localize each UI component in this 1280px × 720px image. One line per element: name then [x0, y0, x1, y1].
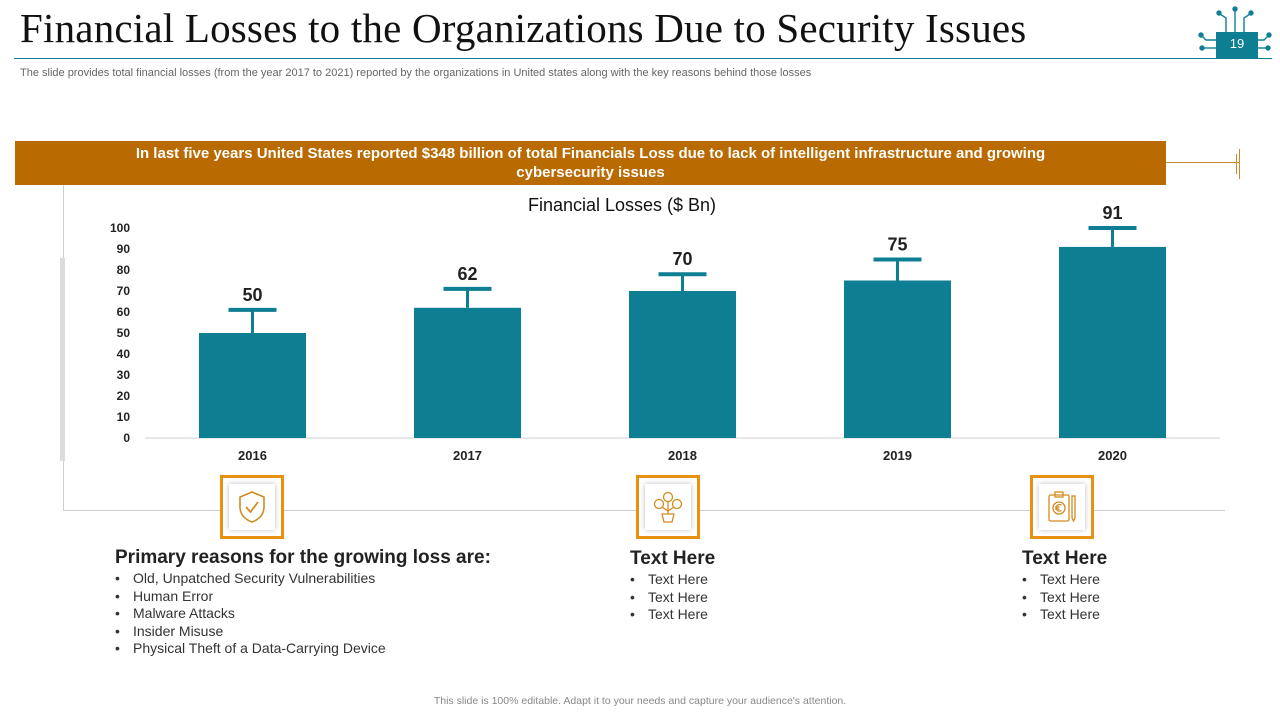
- money-plant-icon: [653, 491, 683, 523]
- y-tick-label: 90: [117, 242, 131, 256]
- slide-title: Financial Losses to the Organizations Du…: [20, 5, 1027, 51]
- list-item: Text Here: [630, 571, 708, 589]
- section-2-list: Text Here Text Here Text Here: [630, 571, 708, 624]
- frame-accent-bar: [60, 258, 65, 461]
- section-1-heading: Primary reasons for the growing loss are…: [115, 547, 491, 568]
- list-item: Text Here: [630, 606, 708, 624]
- data-label-2017: 62: [457, 264, 477, 284]
- section-1-list: Old, Unpatched Security Vulnerabilities …: [115, 570, 386, 658]
- bar-2018: [629, 291, 736, 438]
- summary-banner-text: In last five years United States reporte…: [135, 145, 1046, 181]
- y-tick-label: 80: [117, 263, 131, 277]
- section-2-icon-box: [636, 475, 700, 539]
- list-item: Physical Theft of a Data-Carrying Device: [115, 640, 386, 658]
- financial-losses-chart: Financial Losses ($ Bn) 0 10 20 30 40 50 60 70 80…: [110, 195, 1220, 463]
- shield-check-icon: [239, 491, 265, 523]
- y-tick-label: 10: [117, 410, 131, 424]
- section-3-icon-box: [1030, 475, 1094, 539]
- y-tick-label: 70: [117, 284, 131, 298]
- bar-2019: [844, 280, 951, 438]
- y-tick-label: 30: [117, 368, 131, 382]
- bar-2020: [1059, 246, 1166, 438]
- list-item: Malware Attacks: [115, 605, 386, 623]
- y-tick-label: 0: [123, 431, 130, 445]
- circuit-icon: [1198, 6, 1272, 51]
- chart-title: Financial Losses ($ Bn): [528, 195, 716, 215]
- x-tick-label: 2020: [1098, 448, 1127, 463]
- slide-subtitle: The slide provides total financial losse…: [20, 67, 812, 79]
- section-1-icon-box: [220, 475, 284, 539]
- banner-connector-line: [1166, 162, 1240, 163]
- x-tick-label: 2017: [453, 448, 482, 463]
- data-label-2018: 70: [672, 249, 692, 269]
- page-number-badge: 19: [1216, 32, 1258, 58]
- y-tick-label: 100: [110, 221, 130, 235]
- list-item: Insider Misuse: [115, 623, 386, 641]
- section-2-heading: Text Here: [630, 548, 716, 569]
- list-item: Text Here: [1022, 606, 1100, 624]
- list-item: Old, Unpatched Security Vulnerabilities: [115, 570, 386, 588]
- list-item: Human Error: [115, 588, 386, 606]
- section-3-heading: Text Here: [1022, 548, 1108, 569]
- y-tick-label: 60: [117, 305, 131, 319]
- y-tick-label: 50: [117, 326, 131, 340]
- banner-connector-tick: [1239, 149, 1240, 179]
- x-tick-label: 2016: [238, 448, 267, 463]
- list-item: Text Here: [630, 589, 708, 607]
- y-tick-label: 40: [117, 347, 131, 361]
- title-divider: [14, 58, 1272, 59]
- euro-report-icon: [1048, 491, 1076, 523]
- data-label-2016: 50: [242, 285, 262, 305]
- x-tick-label: 2018: [668, 448, 697, 463]
- bar-2017: [414, 307, 521, 438]
- y-tick-label: 20: [117, 389, 131, 403]
- x-tick-label: 2019: [883, 448, 912, 463]
- data-label-2019: 75: [887, 235, 907, 255]
- data-label-2020: 91: [1102, 203, 1122, 223]
- list-item: Text Here: [1022, 571, 1100, 589]
- banner-connector-tick: [1236, 154, 1237, 174]
- slide-footer: This slide is 100% editable. Adapt it to…: [433, 695, 847, 707]
- list-item: Text Here: [1022, 589, 1100, 607]
- summary-banner: In last five years United States reporte…: [15, 141, 1166, 185]
- bar-2016: [199, 333, 306, 438]
- section-3-list: Text Here Text Here Text Here: [1022, 571, 1100, 624]
